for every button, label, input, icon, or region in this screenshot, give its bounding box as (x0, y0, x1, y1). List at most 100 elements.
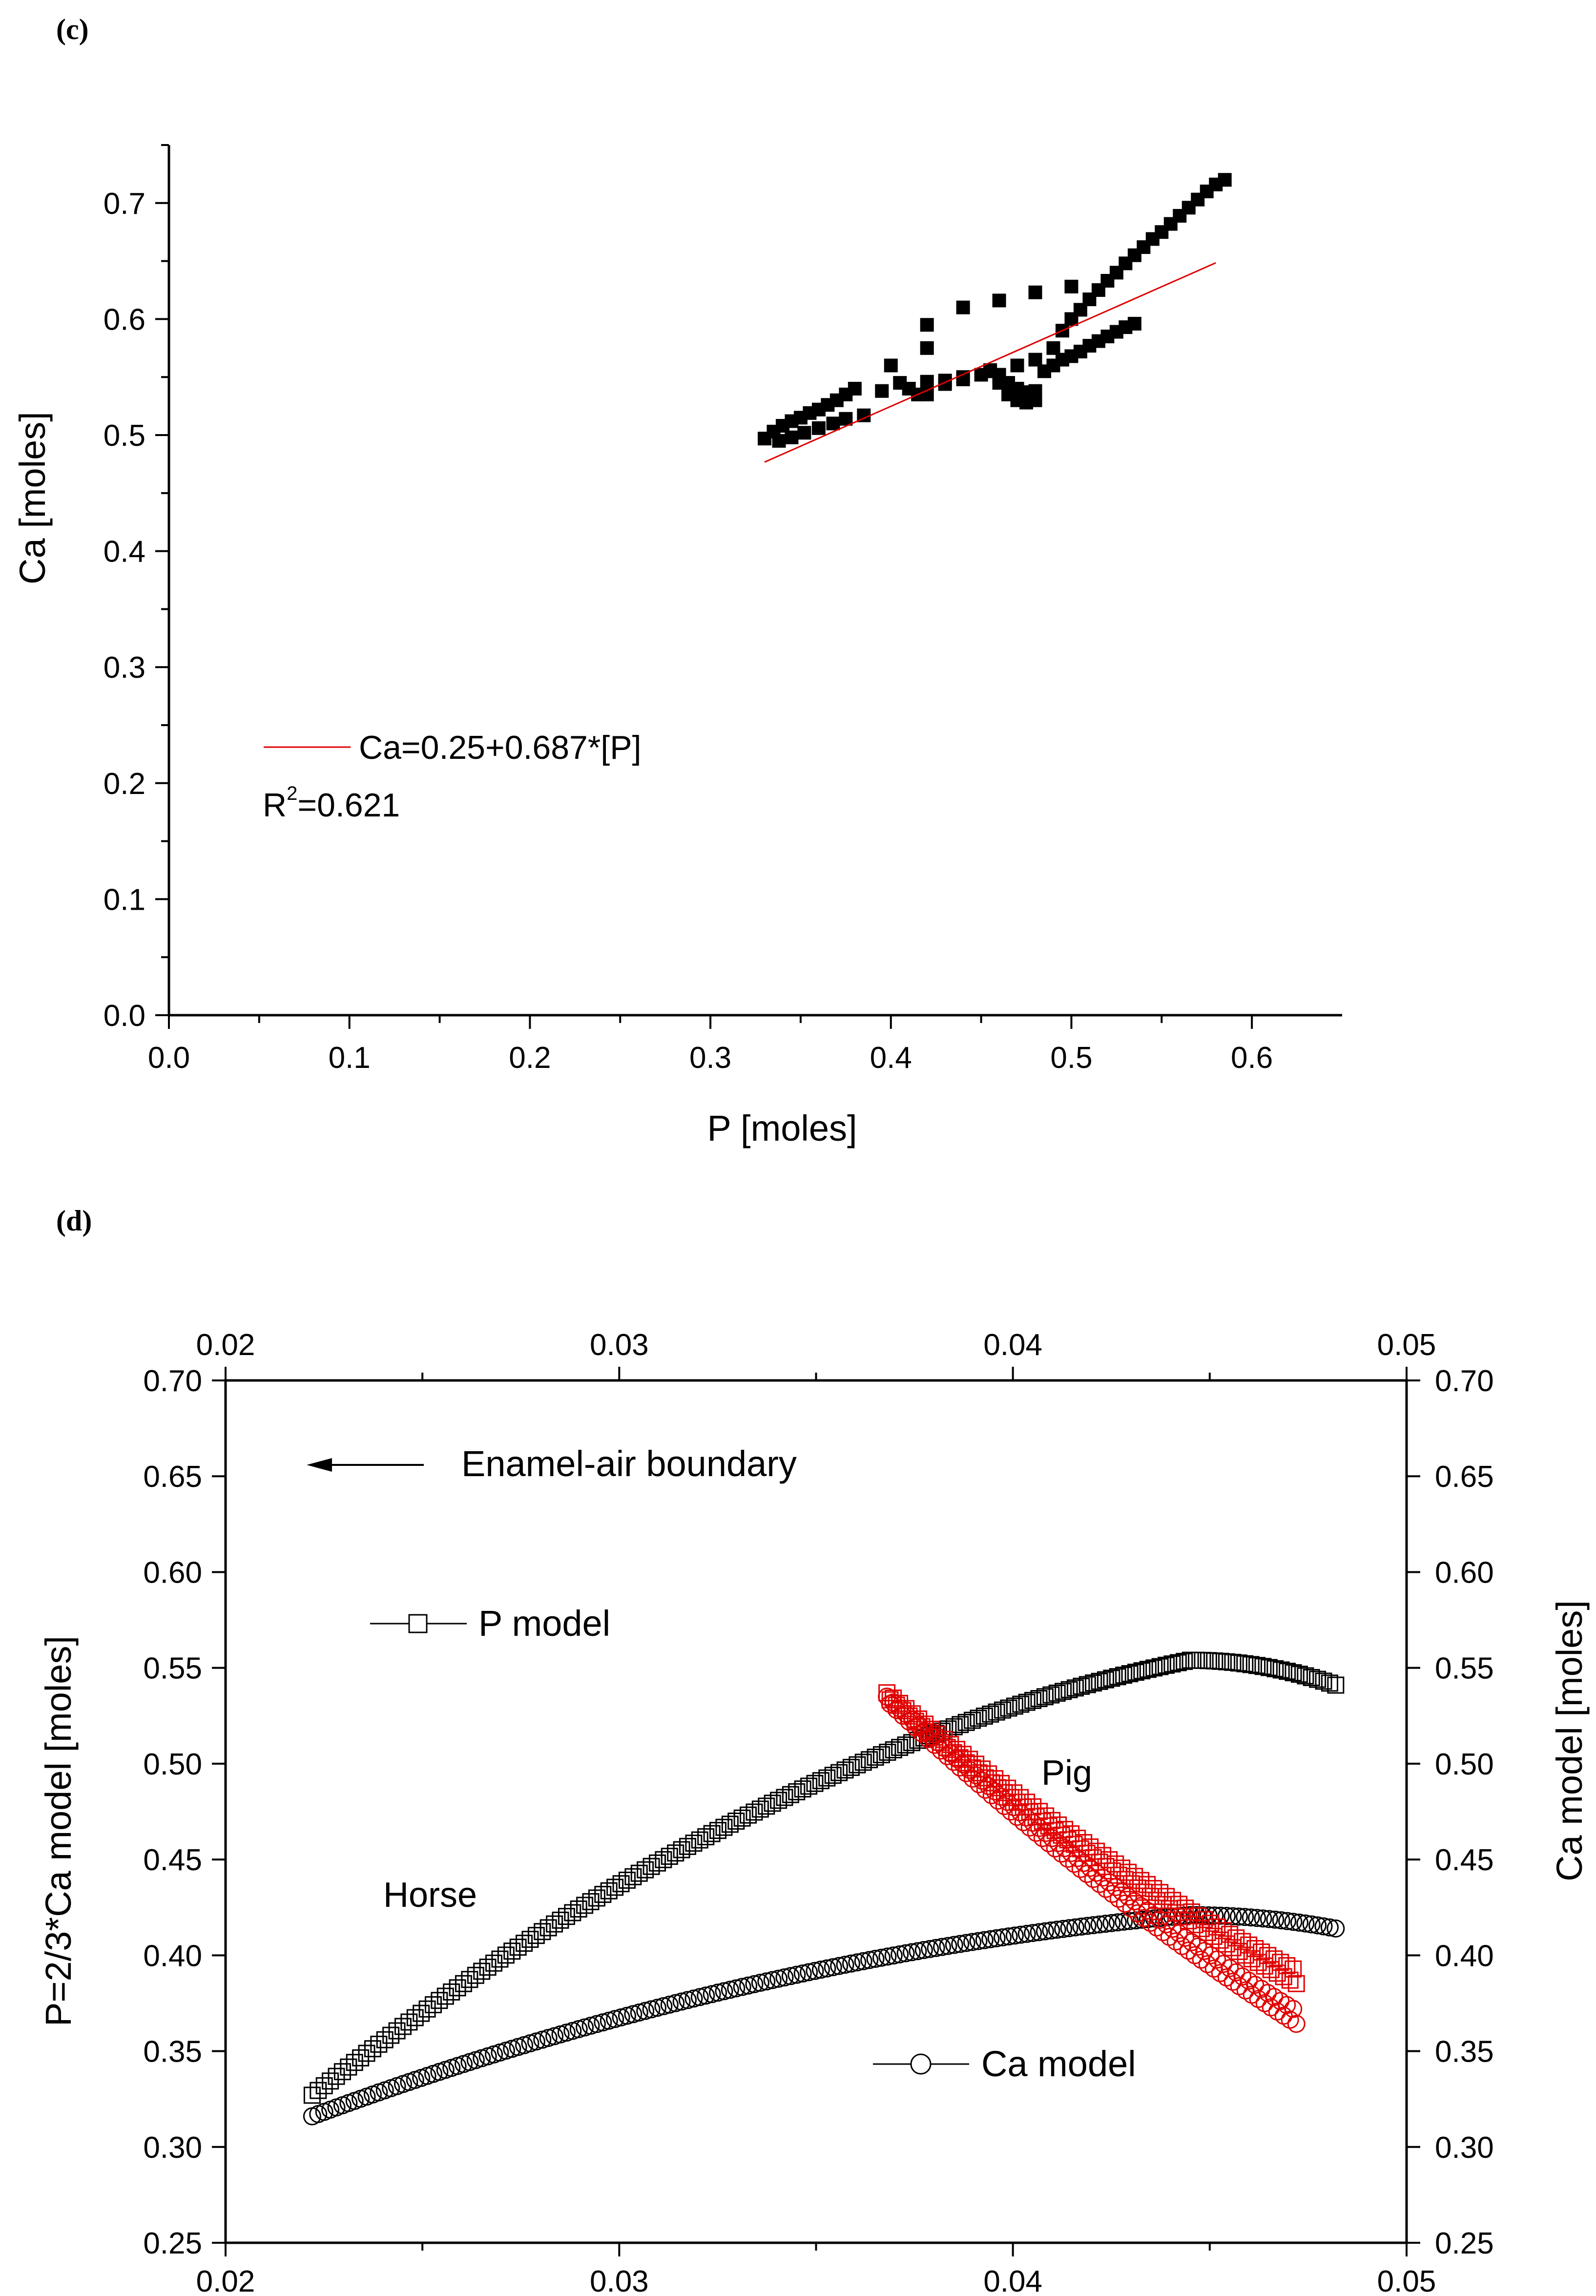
data-point (1113, 1882, 1131, 1901)
data-point (1308, 1916, 1327, 1935)
data-point (970, 1775, 988, 1794)
data-point (1158, 1656, 1175, 1674)
data-point (1297, 1667, 1314, 1685)
data-point (1254, 1909, 1272, 1928)
data-point (781, 1967, 800, 1985)
data-point (1189, 1937, 1207, 1956)
y-tick-label: 0.1 (104, 883, 145, 917)
data-point (1072, 1918, 1091, 1936)
data-point (1036, 1824, 1055, 1842)
data-point (1012, 1695, 1030, 1713)
data-point (1033, 1829, 1052, 1847)
data-point (740, 1806, 757, 1824)
data-point (806, 1962, 824, 1980)
data-point (1010, 358, 1024, 373)
data-point (927, 1939, 945, 1957)
data-point (1017, 1924, 1036, 1943)
y-tick-label-right: 0.70 (1435, 1364, 1494, 1398)
data-point (1221, 1959, 1239, 1977)
data-point (818, 1959, 836, 1978)
data-point (624, 1868, 642, 1885)
data-point (715, 1982, 733, 2001)
data-point (1094, 1868, 1112, 1887)
data-point (849, 1756, 866, 1774)
data-point (1066, 1679, 1084, 1697)
y-tick-label: 0.5 (104, 419, 145, 453)
data-point (982, 1786, 1001, 1804)
data-point (903, 1943, 921, 1962)
y-tick-label: 0.4 (104, 535, 145, 569)
data-point (1056, 1839, 1074, 1858)
data-point (1049, 1834, 1068, 1853)
data-point (1248, 1657, 1266, 1674)
data-point (922, 1728, 941, 1746)
data-point (751, 1800, 769, 1818)
data-point (1024, 1924, 1042, 1942)
data-point (945, 1718, 963, 1735)
data-point (1054, 1920, 1073, 1938)
chart-c: (c) 0.0 0.1 0.2 0.3 0.4 0.5 0.6 0.00.10.20.30.… (12, 13, 1342, 1148)
y-tick-label-left: 0.65 (143, 1460, 202, 1494)
data-point (975, 1707, 993, 1725)
data-point (1284, 2000, 1303, 2018)
data-point (1055, 1683, 1072, 1700)
data-point (830, 1764, 848, 1781)
data-point (612, 1875, 630, 1893)
data-point (939, 1937, 957, 1955)
data-point (1253, 1943, 1270, 1961)
data-point (333, 2063, 351, 2081)
data-point (1060, 1919, 1078, 1938)
data-point (797, 426, 811, 440)
data-point (938, 1747, 956, 1766)
x-tick-label-bottom: 0.02 (196, 2265, 255, 2296)
data-point (733, 1978, 751, 1996)
data-point (1069, 1830, 1086, 1847)
data-point (992, 370, 1006, 384)
data-point (848, 381, 862, 396)
data-point (920, 375, 934, 389)
data-point (340, 2058, 357, 2076)
data-point (709, 1822, 727, 1839)
data-point (932, 1741, 950, 1760)
y-axis-label-left-d: P=2/3*Ca model [moles] (38, 1636, 79, 2026)
y-tick-label-left: 0.50 (143, 1748, 202, 1781)
data-point (413, 2004, 430, 2022)
data-point (982, 1705, 999, 1723)
data-point (721, 1816, 739, 1833)
data-point (1028, 393, 1042, 407)
data-point (975, 1931, 994, 1949)
y-tick-label-left: 0.70 (143, 1364, 202, 1398)
data-point (1234, 1933, 1251, 1950)
data-point (1230, 1654, 1247, 1672)
data-point (1127, 1664, 1144, 1681)
data-point (745, 1975, 764, 1993)
data-point (1012, 1925, 1030, 1944)
data-point (406, 2009, 424, 2026)
data-point (1281, 1971, 1299, 1989)
data-point (793, 1964, 812, 1983)
data-point (1139, 1661, 1157, 1678)
data-point (1084, 1916, 1103, 1935)
data-point (826, 417, 840, 431)
legend-p-model: P model (370, 1603, 610, 1644)
data-point (394, 2018, 412, 2035)
data-point (963, 1933, 982, 1951)
data-point (310, 2082, 327, 2099)
data-point (1229, 1907, 1248, 1926)
data-point (1242, 1656, 1260, 1673)
data-point (836, 1956, 854, 1974)
data-point (764, 1795, 781, 1812)
data-point (872, 1948, 891, 1967)
data-point (775, 1968, 794, 1986)
data-point (910, 1716, 928, 1734)
data-point (897, 1705, 915, 1723)
data-point (976, 1780, 995, 1799)
data-point (679, 1837, 697, 1855)
y-axis-label-c: Ca [moles] (12, 412, 53, 584)
data-point (1315, 1672, 1332, 1690)
data-point (811, 1961, 830, 1979)
data-point (1078, 1917, 1097, 1935)
x-tick-label-bottom: 0.03 (590, 2265, 649, 2296)
data-point (758, 1797, 775, 1815)
data-point (1260, 1659, 1278, 1676)
